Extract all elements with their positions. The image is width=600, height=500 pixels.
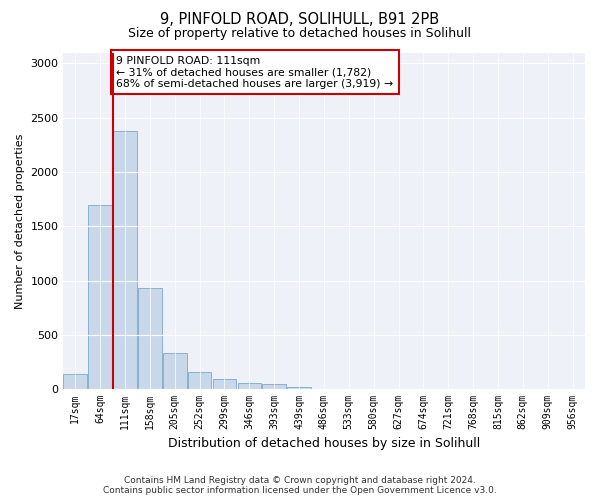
Text: Contains HM Land Registry data © Crown copyright and database right 2024.
Contai: Contains HM Land Registry data © Crown c… [103, 476, 497, 495]
Bar [238, 382, 261, 389]
Bar [88, 204, 112, 389]
Y-axis label: Number of detached properties: Number of detached properties [15, 133, 25, 308]
Bar [138, 288, 161, 389]
Text: 9 PINFOLD ROAD: 111sqm
← 31% of detached houses are smaller (1,782)
68% of semi-: 9 PINFOLD ROAD: 111sqm ← 31% of detached… [116, 56, 394, 89]
Bar [287, 387, 311, 389]
X-axis label: Distribution of detached houses by size in Solihull: Distribution of detached houses by size … [168, 437, 480, 450]
Bar [188, 372, 211, 389]
Bar [262, 384, 286, 389]
Bar [312, 388, 336, 389]
Bar [113, 130, 137, 389]
Text: Size of property relative to detached houses in Solihull: Size of property relative to detached ho… [128, 28, 472, 40]
Bar [163, 354, 187, 389]
Bar [64, 374, 87, 389]
Text: 9, PINFOLD ROAD, SOLIHULL, B91 2PB: 9, PINFOLD ROAD, SOLIHULL, B91 2PB [160, 12, 440, 28]
Bar [212, 380, 236, 389]
